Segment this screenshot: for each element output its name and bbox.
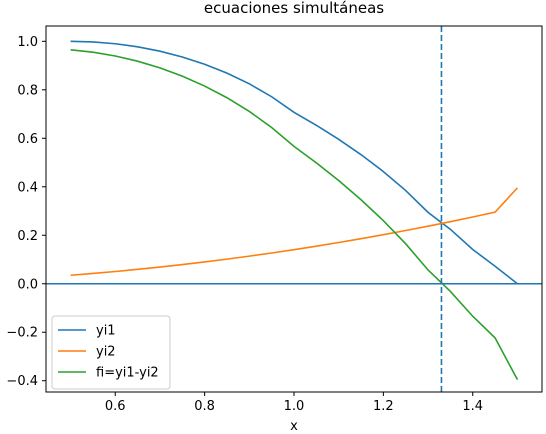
legend-label: yi2	[96, 345, 116, 360]
y-tick-label: −0.4	[6, 374, 38, 389]
x-tick-label: 1.2	[373, 399, 394, 414]
x-tick-label: 1.4	[462, 399, 483, 414]
x-axis-label: x	[290, 419, 298, 434]
plot-area	[46, 26, 542, 392]
y-axis-ticks: −0.4 −0.2 0.0 0.2 0.4 0.6 0.8 1.0	[6, 35, 46, 389]
chart-title: ecuaciones simultáneas	[204, 0, 384, 17]
y-tick-label: 0.0	[17, 277, 38, 292]
series-line-2	[70, 187, 519, 277]
y-tick-label: 0.8	[17, 83, 38, 98]
x-tick-label: 1.0	[284, 399, 305, 414]
y-tick-label: −0.2	[6, 326, 38, 341]
series-line-1	[70, 40, 518, 285]
x-axis-ticks: 0.6 0.8 1.0 1.2 1.4	[105, 392, 483, 414]
legend-box	[51, 315, 171, 390]
legend-label: yi1	[96, 324, 116, 339]
y-tick-label: 1.0	[17, 35, 38, 50]
x-tick-label: 0.8	[194, 399, 215, 414]
y-tick-label: 0.4	[17, 180, 38, 195]
x-tick-label: 0.6	[105, 399, 126, 414]
y-tick-label: 0.2	[17, 229, 38, 244]
legend: yi1 yi2 fi=yi1-yi2	[51, 315, 171, 390]
y-tick-label: 0.6	[17, 132, 38, 147]
legend-label: fi=yi1-yi2	[96, 366, 159, 381]
reference-lines	[46, 26, 542, 392]
